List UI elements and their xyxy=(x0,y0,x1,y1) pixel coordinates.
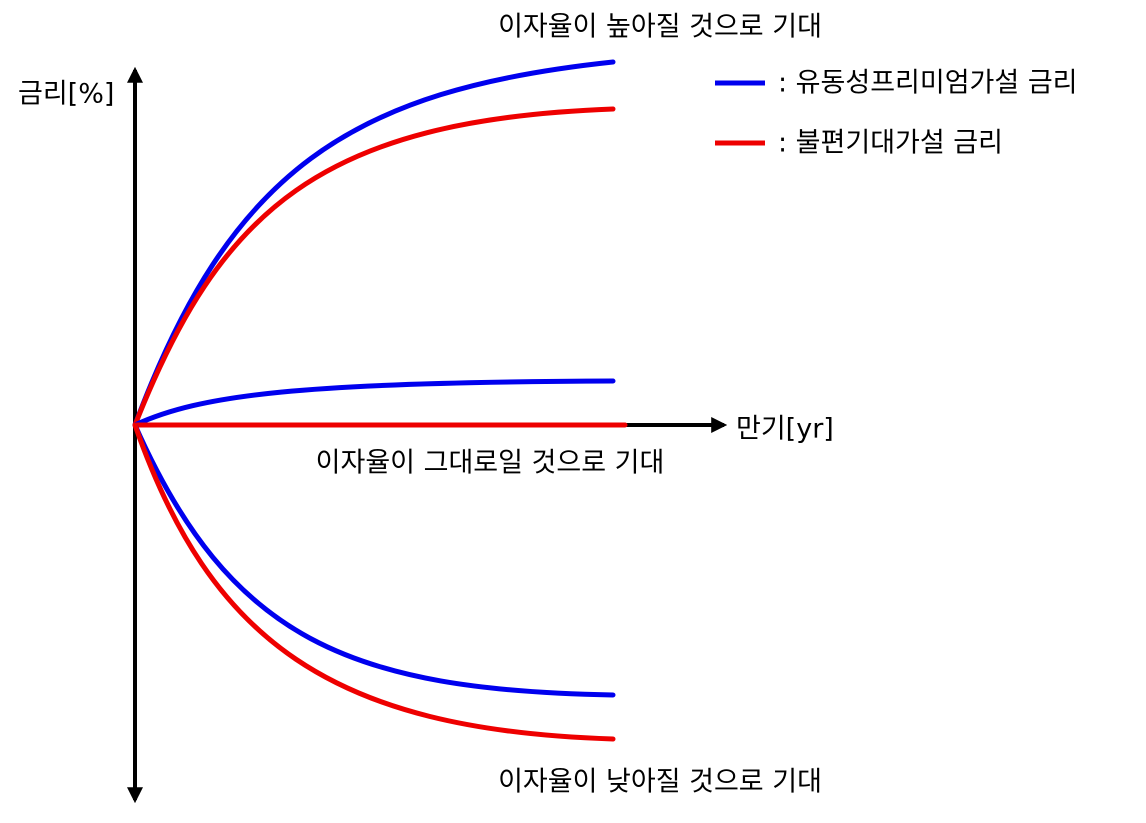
rising-label: 이자율이 높아질 것으로 기대 xyxy=(498,12,822,43)
legend-label: : 유동성프리미엄가설 금리 xyxy=(778,68,1078,99)
liquidity-falling-curve xyxy=(132,422,616,698)
expectation-rising-curve xyxy=(132,106,616,428)
expectation-falling-curve xyxy=(132,422,616,742)
flat-label: 이자율이 그대로일 것으로 기대 xyxy=(316,448,665,479)
liquidity-flat-curve xyxy=(132,378,616,428)
x-axis-label: 만기[yr] xyxy=(736,414,834,445)
y-axis-label: 금리[%] xyxy=(18,79,114,110)
liquidity-rising-curve xyxy=(132,59,616,428)
legend-label: : 불편기대가설 금리 xyxy=(778,128,1003,159)
falling-label: 이자율이 낮아질 것으로 기대 xyxy=(498,767,822,798)
